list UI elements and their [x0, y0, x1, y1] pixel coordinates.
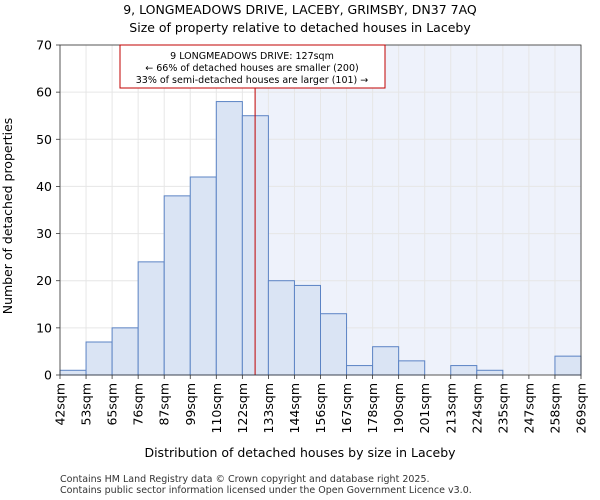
x-tick-label: 247sqm: [521, 383, 536, 433]
x-tick-label: 235sqm: [495, 383, 510, 433]
y-tick-label: 20: [36, 273, 52, 288]
x-tick-label: 42sqm: [53, 383, 68, 426]
bar-87sqm: [163, 195, 191, 376]
bar-42sqm: [59, 369, 87, 376]
bar-53sqm: [85, 341, 113, 376]
x-axis-ticks: 42sqm 53sqm 65sqm 76sqm 87sqm 99sqm 110sqm 122s…: [53, 375, 589, 433]
y-axis-ticks: 0 10 20 30 40 50 60 70: [36, 38, 60, 383]
y-tick-label: 70: [36, 38, 52, 53]
footer-line-1: Contains HM Land Registry data © Crown c…: [60, 474, 430, 485]
x-tick-label: 144sqm: [287, 383, 302, 433]
annotation-box: 9 LONGMEADOWS DRIVE: 127sqm ← 66% of det…: [119, 44, 386, 89]
y-tick-label: 60: [36, 85, 52, 100]
bar-167sqm: [346, 365, 374, 376]
y-tick-label: 30: [36, 226, 52, 241]
y-tick-label: 10: [36, 320, 52, 335]
y-axis-title: Number of detached properties: [0, 118, 15, 315]
x-tick-label: 201sqm: [417, 383, 432, 433]
bar-76sqm: [137, 261, 165, 376]
x-tick-label: 53sqm: [79, 383, 94, 426]
bar-133sqm: [267, 280, 295, 376]
bar-190sqm: [398, 360, 426, 376]
bar-65sqm: [111, 327, 139, 376]
bar-144sqm: [293, 284, 322, 376]
x-tick-label: 87sqm: [157, 383, 172, 426]
x-tick-label: 65sqm: [105, 383, 120, 426]
x-tick-label: 110sqm: [209, 383, 224, 433]
chart-subtitle: Size of property relative to detached ho…: [129, 20, 471, 35]
annotation-line-3: 33% of semi-detached houses are larger (…: [136, 75, 369, 86]
x-tick-label: 224sqm: [469, 383, 484, 433]
x-tick-label: 133sqm: [261, 383, 276, 433]
x-tick-label: 76sqm: [131, 383, 146, 426]
annotation-line-2: ← 66% of detached houses are smaller (20…: [145, 63, 358, 74]
x-axis-title: Distribution of detached houses by size …: [144, 445, 456, 460]
bar-258sqm: [554, 355, 582, 376]
bar-224sqm: [476, 369, 504, 376]
bar-99sqm: [189, 176, 217, 376]
chart-title: 9, LONGMEADOWS DRIVE, LACEBY, GRIMSBY, D…: [123, 2, 477, 17]
x-tick-label: 99sqm: [183, 383, 198, 426]
x-tick-label: 167sqm: [339, 383, 354, 433]
x-tick-label: 178sqm: [365, 383, 380, 433]
annotation-frame: [119, 44, 386, 89]
y-tick-label: 0: [44, 368, 52, 383]
y-tick-label: 50: [36, 132, 52, 147]
x-tick-label: 269sqm: [574, 383, 589, 433]
x-tick-label: 190sqm: [391, 383, 406, 433]
x-tick-label: 156sqm: [313, 383, 328, 433]
bar-213sqm: [450, 365, 478, 376]
bar-110sqm: [215, 101, 243, 376]
y-tick-label: 40: [36, 179, 52, 194]
x-tick-label: 213sqm: [443, 383, 458, 433]
footer-line-2: Contains public sector information licen…: [60, 485, 472, 496]
bar-156sqm: [320, 313, 348, 376]
x-tick-label: 122sqm: [235, 383, 250, 433]
annotation-line-1: 9 LONGMEADOWS DRIVE: 127sqm: [170, 51, 334, 62]
x-tick-label: 258sqm: [547, 383, 562, 433]
bar-178sqm: [372, 346, 400, 376]
